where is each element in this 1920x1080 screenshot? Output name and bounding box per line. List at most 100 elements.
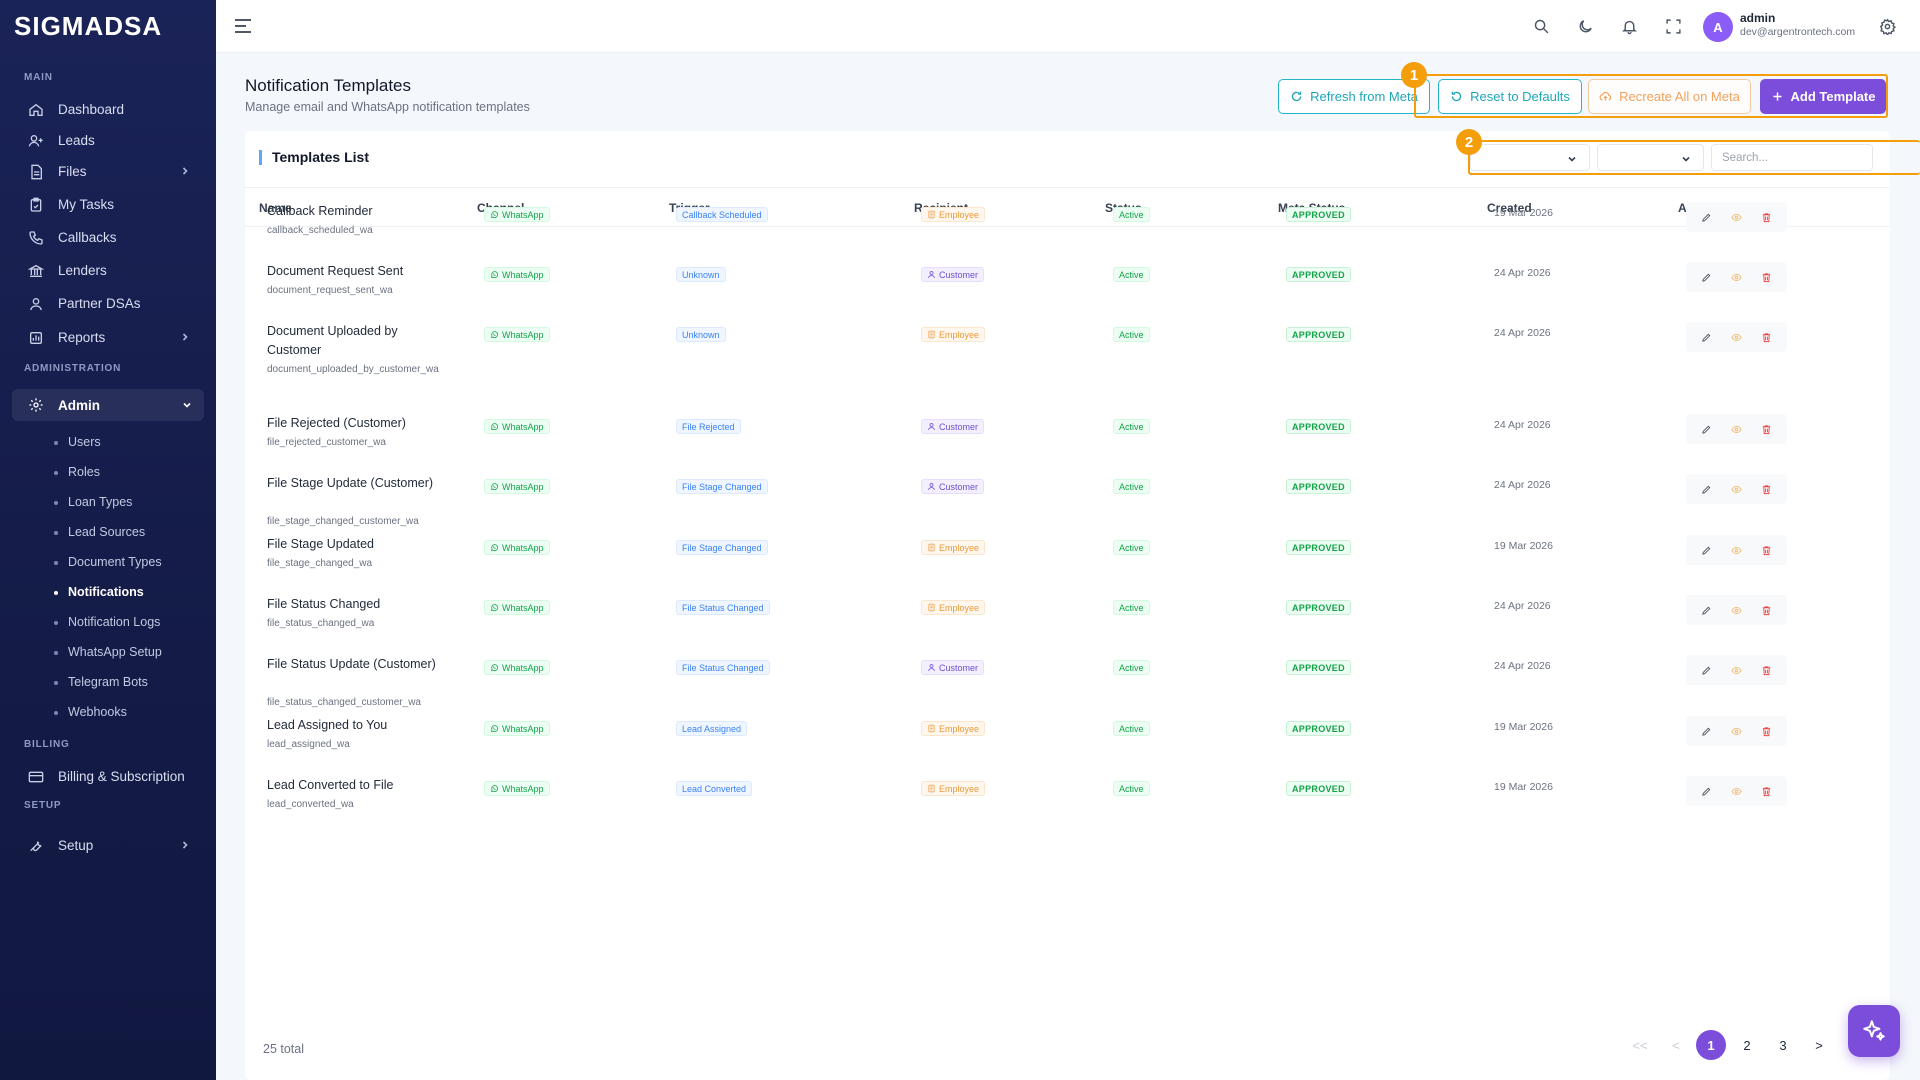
moon-icon[interactable] (1577, 18, 1594, 35)
button-label: Add Template (1790, 89, 1876, 104)
channel-badge-label: WhatsApp (502, 662, 544, 673)
sidebar-subitem-webhooks[interactable]: Webhooks (0, 697, 216, 727)
sidebar-subitem-lead-sources[interactable]: Lead Sources (0, 517, 216, 547)
pagination-page-3[interactable]: 3 (1779, 1037, 1787, 1053)
eye-icon[interactable] (1731, 272, 1742, 283)
sidebar-subitem-label: Lead Sources (68, 525, 146, 539)
status-badge: Active (1113, 540, 1150, 555)
phone-icon (29, 230, 43, 245)
edit-icon[interactable] (1701, 332, 1712, 343)
sidebar-item-billing[interactable]: Billing & Subscription (0, 761, 216, 792)
sidebar-item-my-tasks[interactable]: My Tasks (0, 189, 216, 220)
meta-status-badge: APPROVED (1286, 660, 1351, 675)
meta-status-badge-label: APPROVED (1292, 481, 1345, 492)
eye-icon[interactable] (1731, 665, 1742, 676)
fullscreen-icon[interactable] (1665, 18, 1682, 35)
eye-icon[interactable] (1731, 726, 1742, 737)
edit-icon[interactable] (1701, 786, 1712, 797)
edit-icon[interactable] (1701, 212, 1712, 223)
recipient-badge-label: Employee (939, 723, 980, 734)
channel-badge-label: WhatsApp (502, 209, 544, 220)
sidebar-item-reports[interactable]: Reports (0, 322, 216, 353)
pagination-next[interactable]: > (1815, 1037, 1823, 1053)
edit-icon[interactable] (1701, 272, 1712, 283)
sidebar-subitem-notifications[interactable]: Notifications (0, 577, 216, 607)
eye-icon[interactable] (1731, 605, 1742, 616)
pagination-first[interactable]: << (1632, 1037, 1648, 1053)
meta-status-badge: APPROVED (1286, 479, 1351, 494)
sidebar-subitem-loan-types[interactable]: Loan Types (0, 487, 216, 517)
edit-icon[interactable] (1701, 665, 1712, 676)
eye-icon[interactable] (1731, 212, 1742, 223)
sidebar-item-lenders[interactable]: Lenders (0, 255, 216, 286)
ai-assistant-button[interactable] (1848, 1005, 1900, 1057)
pagination-page-1[interactable]: 1 (1696, 1030, 1726, 1060)
edit-icon[interactable] (1701, 545, 1712, 556)
sidebar-item-setup[interactable]: Setup (0, 830, 216, 861)
pagination-page-2[interactable]: 2 (1743, 1037, 1751, 1053)
recreate-all-on-meta-button[interactable]: Recreate All on Meta (1588, 79, 1751, 114)
sidebar-subitem-notification-logs[interactable]: Notification Logs (0, 607, 216, 637)
eye-icon[interactable] (1731, 484, 1742, 495)
trash-icon[interactable] (1761, 424, 1772, 435)
channel-filter-select[interactable] (1470, 144, 1590, 171)
edit-icon[interactable] (1701, 605, 1712, 616)
sidebar-item-admin[interactable]: Admin (12, 389, 204, 421)
section-administration: ADMINISTRATION (24, 363, 122, 374)
eye-icon[interactable] (1731, 786, 1742, 797)
bell-icon[interactable] (1621, 18, 1638, 35)
sidebar-item-files[interactable]: Files (0, 156, 216, 187)
reset-to-defaults-button[interactable]: Reset to Defaults (1438, 79, 1582, 114)
trash-icon[interactable] (1761, 484, 1772, 495)
pagination-prev[interactable]: < (1672, 1037, 1680, 1053)
edit-icon[interactable] (1701, 424, 1712, 435)
page-subtitle: Manage email and WhatsApp notification t… (245, 100, 530, 114)
status-badge-label: Active (1119, 783, 1144, 794)
status-badge: Active (1113, 781, 1150, 796)
section-billing: BILLING (24, 739, 70, 750)
trash-icon[interactable] (1761, 726, 1772, 737)
sidebar-item-leads[interactable]: Leads (0, 125, 216, 156)
search-icon[interactable] (1533, 18, 1550, 35)
sidebar-item-dashboard[interactable]: Dashboard (0, 94, 216, 125)
avatar[interactable]: A (1703, 12, 1733, 42)
status-filter-select[interactable] (1597, 144, 1704, 171)
edit-icon[interactable] (1701, 484, 1712, 495)
sidebar-subitem-document-types[interactable]: Document Types (0, 547, 216, 577)
recipient-badge: Employee (921, 327, 986, 342)
settings-gear-icon[interactable] (1879, 18, 1896, 35)
trash-icon[interactable] (1761, 545, 1772, 556)
total-count: 25 total (263, 1042, 305, 1056)
recipient-badge: Employee (921, 721, 986, 736)
sidebar-item-partner-dsas[interactable]: Partner DSAs (0, 288, 216, 319)
edit-icon[interactable] (1701, 726, 1712, 737)
channel-badge: WhatsApp (484, 327, 550, 342)
row-actions (1686, 595, 1787, 625)
recipient-badge-label: Employee (939, 209, 980, 220)
search-input[interactable]: Search... (1711, 144, 1873, 171)
row-actions (1686, 776, 1787, 806)
add-template-button[interactable]: Add Template (1760, 79, 1886, 114)
brand-logo[interactable]: SIGMADSA (14, 10, 163, 41)
sidebar-subitem-whatsapp-setup[interactable]: WhatsApp Setup (0, 637, 216, 667)
template-name: File Stage Update (Customer) (267, 476, 434, 490)
sidebar-subitem-roles[interactable]: Roles (0, 457, 216, 487)
eye-icon[interactable] (1731, 332, 1742, 343)
eye-icon[interactable] (1731, 545, 1742, 556)
trash-icon[interactable] (1761, 212, 1772, 223)
trash-icon[interactable] (1761, 605, 1772, 616)
sidebar-subitem-telegram-bots[interactable]: Telegram Bots (0, 667, 216, 697)
trash-icon[interactable] (1761, 786, 1772, 797)
trash-icon[interactable] (1761, 665, 1772, 676)
meta-status-badge-label: APPROVED (1292, 662, 1345, 673)
sidebar-subitem-users[interactable]: Users (0, 427, 216, 457)
status-badge-label: Active (1119, 421, 1144, 432)
sidebar-item-callbacks[interactable]: Callbacks (0, 222, 216, 253)
refresh-from-meta-button[interactable]: Refresh from Meta (1278, 79, 1430, 114)
menu-icon[interactable] (234, 18, 252, 34)
recipient-badge-label: Employee (939, 329, 980, 340)
sidebar-subitem-label: Notification Logs (68, 615, 161, 629)
eye-icon[interactable] (1731, 424, 1742, 435)
trash-icon[interactable] (1761, 332, 1772, 343)
trash-icon[interactable] (1761, 272, 1772, 283)
